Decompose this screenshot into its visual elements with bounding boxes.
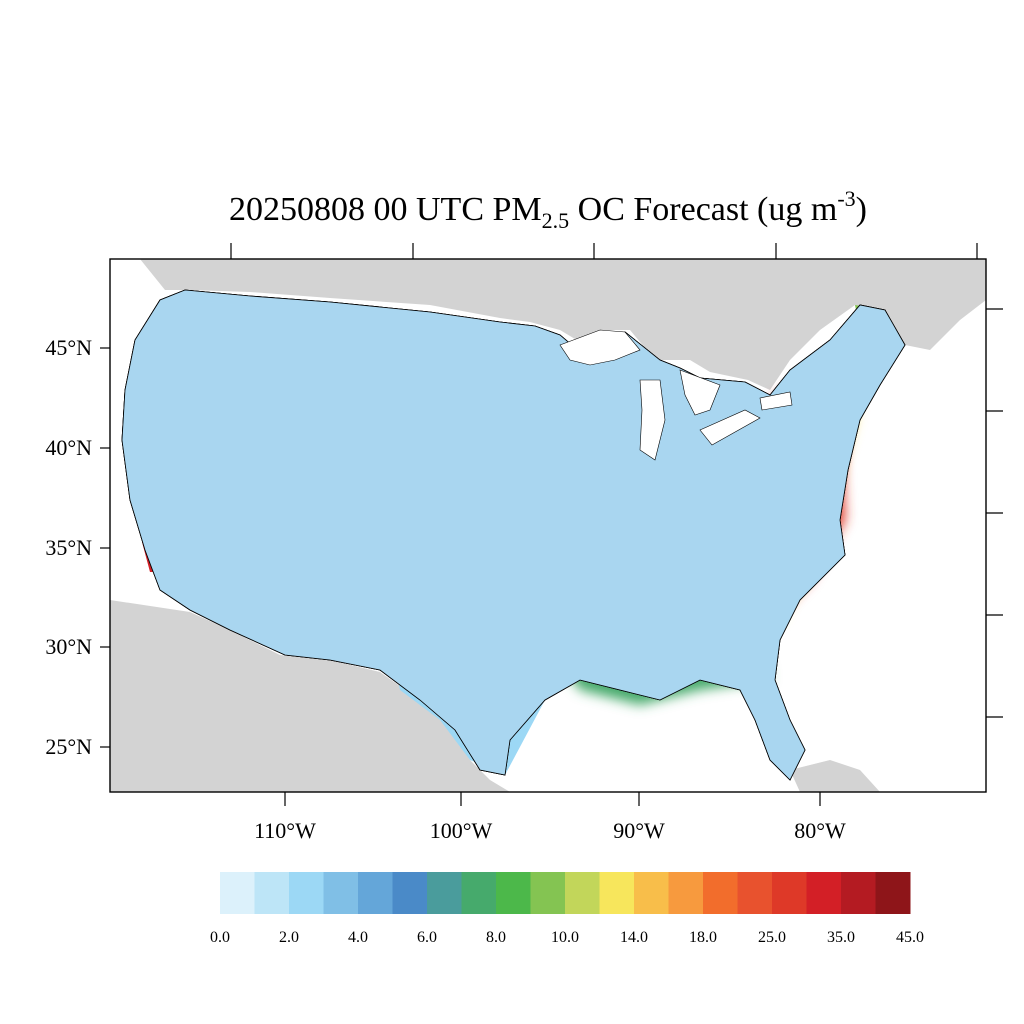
cuba-land (790, 760, 880, 792)
colorbar-swatch (841, 872, 876, 914)
colorbar-tick-label: 4.0 (348, 929, 368, 946)
great-lakes (559, 329, 793, 461)
colorbar-tick-label: 6.0 (417, 929, 437, 946)
colorbar-swatch (254, 872, 290, 914)
lat-label-45: 45°N (45, 335, 92, 360)
colorbar-swatch (875, 872, 911, 914)
colorbar-tick-label: 25.0 (758, 929, 786, 946)
colorbar-tick-label: 0.0 (210, 929, 230, 946)
colorbar-swatch (323, 872, 359, 914)
colorbar-tick-label: 35.0 (827, 929, 855, 946)
latitude-labels: 45°N 40°N 35°N 30°N 25°N (45, 335, 92, 759)
colorbar-labels: 0.0 2.0 4.0 6.0 8.0 10.0 14.0 18.0 25.0 35.0 45.0 (210, 929, 924, 946)
colorbar-swatch (565, 872, 600, 914)
figure-title: 20250808 00 UTC PM2.5 OC Forecast (ug m-… (229, 186, 867, 233)
colorbar-swatch (668, 872, 704, 914)
lake-michigan (639, 379, 666, 461)
lake-huron (679, 369, 721, 416)
colorbar-swatch (427, 872, 462, 914)
colorbar-tick-label: 45.0 (896, 929, 924, 946)
colorbar-tick-label: 2.0 (279, 929, 299, 946)
colorbar-swatch (461, 872, 497, 914)
longitude-labels: 110°W 100°W 90°W 80°W (254, 818, 846, 843)
colorbar (220, 872, 911, 914)
lon-label-110: 110°W (254, 818, 316, 843)
canada-land (140, 259, 986, 390)
lat-label-40: 40°N (45, 435, 92, 460)
colorbar-swatch (703, 872, 738, 914)
baja-land (200, 620, 270, 792)
map-frame (109, 258, 987, 793)
colorbar-tick-label: 10.0 (551, 929, 579, 946)
colorbar-swatch (772, 872, 807, 914)
colorbar-swatch (392, 872, 428, 914)
lat-label-35: 35°N (45, 535, 92, 560)
colorbar-swatch (220, 872, 255, 914)
lake-superior (559, 329, 641, 366)
colorbar-swatch (530, 872, 566, 914)
colorbar-swatch (634, 872, 669, 914)
colorbar-tick-label: 8.0 (486, 929, 506, 946)
colorbar-swatch (737, 872, 773, 914)
lon-label-100: 100°W (430, 818, 493, 843)
map-panel (110, 259, 986, 792)
colorbar-swatch (599, 872, 635, 914)
lat-label-30: 30°N (45, 634, 92, 659)
axis-ticks (100, 243, 1003, 806)
lon-label-80: 80°W (794, 818, 846, 843)
lake-erie (699, 409, 761, 446)
colorbar-tick-label: 14.0 (620, 929, 648, 946)
lon-label-90: 90°W (613, 818, 665, 843)
colorbar-swatch (496, 872, 531, 914)
colorbar-tick-label: 18.0 (689, 929, 717, 946)
lake-ontario (759, 391, 793, 411)
colorbar-swatch (289, 872, 324, 914)
colorbar-swatch (806, 872, 842, 914)
lat-label-25: 25°N (45, 734, 92, 759)
colorbar-swatch (358, 872, 393, 914)
